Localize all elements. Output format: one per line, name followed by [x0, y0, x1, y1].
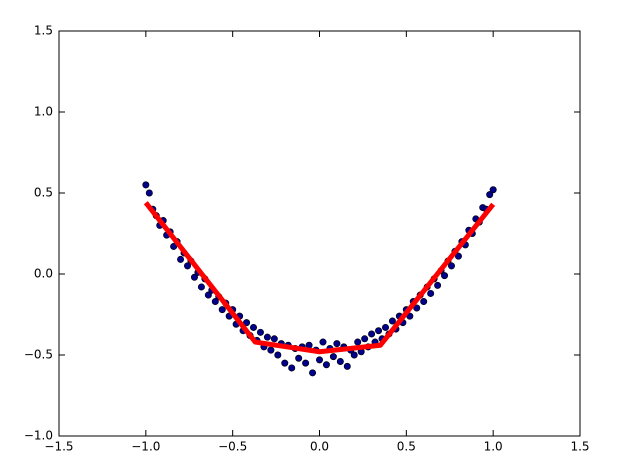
scatter-point [274, 351, 282, 359]
y-tick-label: −1.0 [24, 429, 53, 443]
scatter-point [145, 189, 153, 197]
x-tick-label: 0.5 [397, 440, 416, 454]
scatter-point [354, 338, 362, 346]
scatter-point [190, 273, 198, 281]
scatter-point [281, 359, 289, 367]
scatter-point [427, 289, 435, 297]
scatter-point [361, 335, 369, 343]
scatter-point [142, 181, 150, 189]
scatter-point [413, 304, 421, 312]
x-tick-label: 0.0 [310, 440, 329, 454]
scatter-point [489, 186, 497, 194]
x-tick-label: −1.5 [44, 440, 73, 454]
y-tick-label: −0.5 [24, 348, 53, 362]
scatter-point [263, 333, 271, 341]
scatter-point [336, 357, 344, 365]
y-tick-label: 0.0 [34, 267, 53, 281]
scatter-point [329, 353, 337, 361]
scatter-point [184, 262, 192, 270]
scatter-point [197, 283, 205, 291]
scatter-point [381, 323, 389, 331]
x-tick-label: −1.0 [131, 440, 160, 454]
scatter-point [447, 262, 455, 270]
scatter-point [319, 338, 327, 346]
scatter-point [170, 242, 178, 250]
scatter-point [322, 361, 330, 369]
scatter-point [295, 354, 303, 362]
plot-area [59, 31, 580, 436]
x-tick-label: −0.5 [218, 440, 247, 454]
scatter-point [420, 298, 428, 306]
scatter-point [302, 359, 310, 367]
scatter-point [333, 340, 341, 348]
x-tick-label: 1.0 [484, 440, 503, 454]
y-tick-label: 1.5 [34, 24, 53, 38]
scatter-point [454, 252, 462, 260]
plot-marks [142, 181, 497, 377]
scatter-point [250, 323, 258, 331]
x-tick-label: 1.5 [570, 440, 589, 454]
scatter-point [243, 319, 251, 327]
scatter-point [486, 191, 494, 199]
scatter-point [441, 272, 449, 280]
scatter-point [343, 362, 351, 370]
scatter-point [434, 281, 442, 289]
fit-line [143, 201, 496, 355]
scatter-point [315, 356, 323, 364]
scatter-point [368, 330, 376, 338]
scatter-point [218, 306, 226, 314]
scatter-point [211, 298, 219, 306]
scatter-point [270, 335, 278, 343]
y-tick-label: 1.0 [34, 105, 53, 119]
scatter-point [204, 291, 212, 299]
scatter-point [350, 351, 358, 359]
scatter-point [309, 369, 317, 377]
y-tick-label: 0.5 [34, 186, 53, 200]
scatter-point [388, 317, 396, 325]
scatter-point [375, 327, 383, 335]
scatter-point [177, 255, 185, 263]
scatter-point [288, 364, 296, 372]
scatter-point [256, 328, 264, 336]
scatter-point [267, 346, 275, 354]
